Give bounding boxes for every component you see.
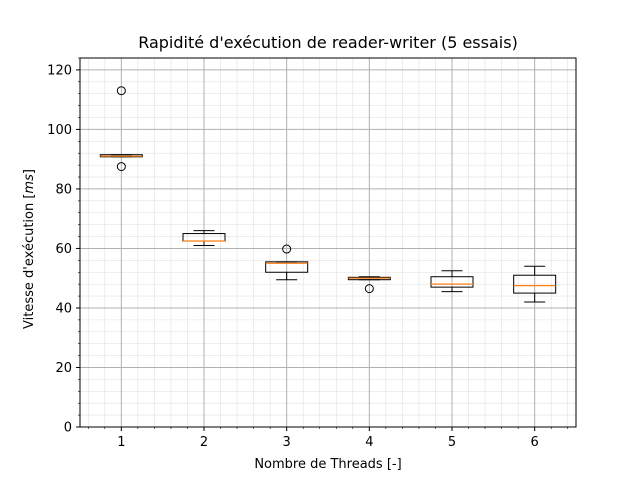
box xyxy=(513,274,557,294)
x-axis-label: Nombre de Threads [-] xyxy=(254,457,401,472)
box-group-4 xyxy=(347,276,391,294)
outlier-point xyxy=(116,162,126,172)
x-tick-label: 2 xyxy=(200,435,208,450)
y-tick-label: 20 xyxy=(55,361,72,376)
axis-ticks: 0 20 40 60 80 100 120 1 2 3 4 5 6 xyxy=(47,57,569,450)
outlier-point xyxy=(364,284,374,294)
y-axis-label-unit: ms xyxy=(22,174,37,194)
x-tick-label: 1 xyxy=(117,435,125,450)
box-group-1 xyxy=(99,86,143,172)
y-axis-label-prefix: Vitesse d'exécution [ xyxy=(22,194,37,329)
x-tick-label: 4 xyxy=(365,435,373,450)
x-tick-label: 6 xyxy=(531,435,539,450)
outlier-point xyxy=(282,244,292,254)
x-tick-label: 3 xyxy=(283,435,291,450)
x-tick-label: 5 xyxy=(448,435,456,450)
boxes-layer xyxy=(99,86,557,303)
y-tick-label: 80 xyxy=(55,182,72,197)
box-group-6 xyxy=(513,265,557,303)
y-axis-label: Vitesse d'exécution [ms] xyxy=(22,169,37,329)
y-tick-label: 40 xyxy=(55,301,72,316)
y-tick-label: 120 xyxy=(47,63,72,78)
y-tick-label: 0 xyxy=(64,421,72,436)
box xyxy=(265,261,309,273)
minor-grid xyxy=(80,57,576,427)
box-group-2 xyxy=(182,230,226,246)
y-tick-label: 60 xyxy=(55,242,72,257)
box xyxy=(430,276,474,288)
y-axis-label-suffix: ] xyxy=(22,169,37,174)
box-group-5 xyxy=(430,270,474,293)
plot-frame xyxy=(79,57,577,428)
box-group-3 xyxy=(265,244,309,281)
chart-title: Rapidité d'exécution de reader-writer (5… xyxy=(138,33,518,52)
outlier-point xyxy=(116,86,126,96)
y-tick-label: 100 xyxy=(47,123,72,138)
